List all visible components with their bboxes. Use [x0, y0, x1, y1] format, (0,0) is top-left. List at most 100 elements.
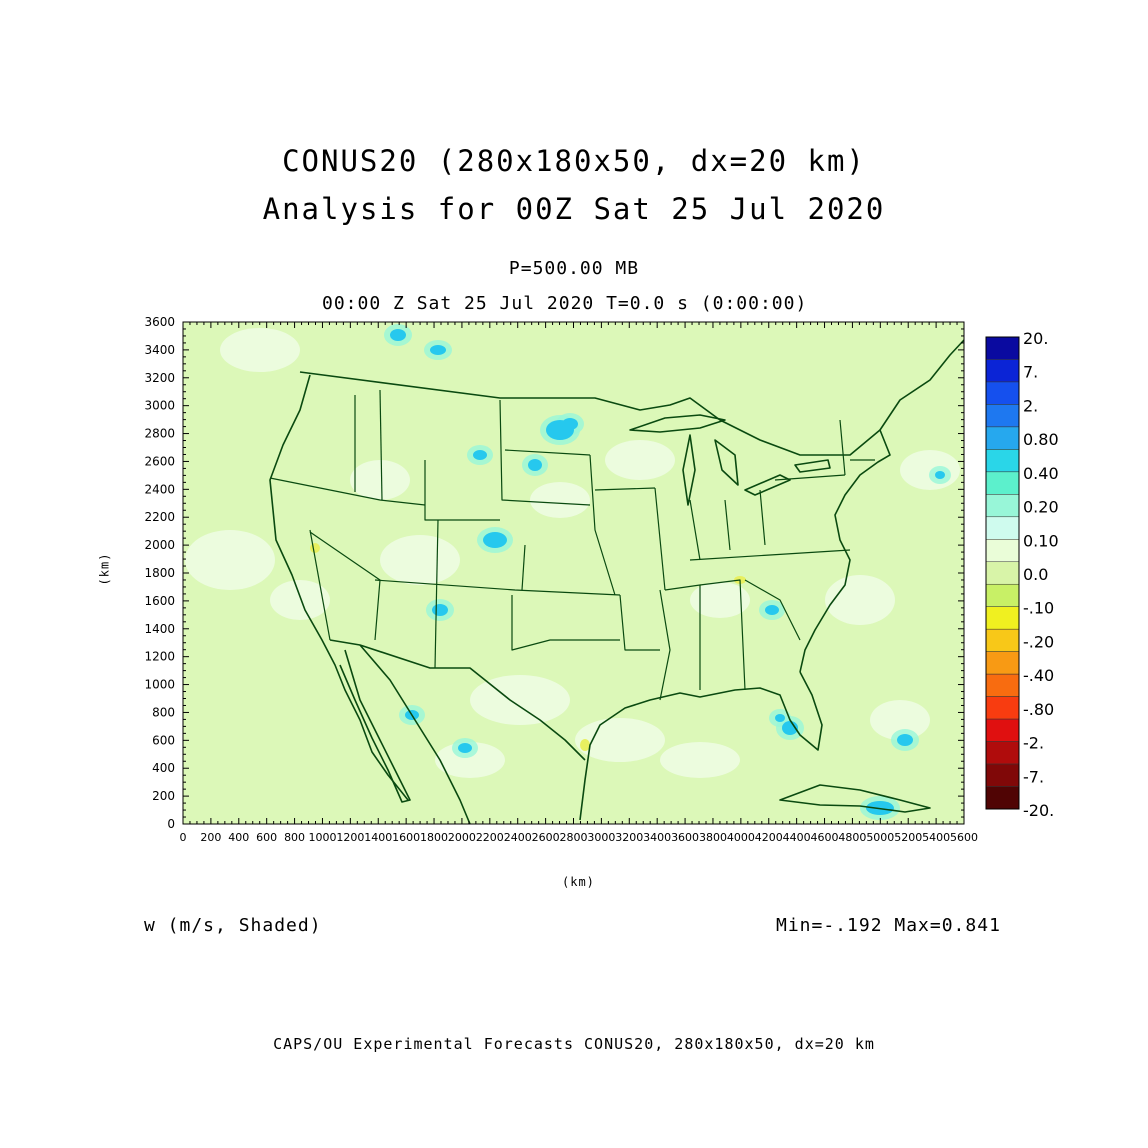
field-label: w (m/s, Shaded) [144, 915, 322, 936]
colorbar-swatch [985, 516, 1020, 540]
lake-huron [714, 439, 739, 486]
x-tick-label: 3200 [615, 831, 643, 844]
x-tick-label: 0 [180, 831, 187, 844]
y-tick-label: 2800 [144, 427, 175, 441]
colorbar-frame [985, 336, 1020, 810]
colorbar-label: 20. [1023, 329, 1048, 348]
valid-time-label: 00:00 Z Sat 25 Jul 2020 T=0.0 s (0:00:00… [322, 293, 808, 314]
colorbar-label: -.80 [1023, 700, 1054, 719]
shaded-cell [470, 675, 570, 725]
shaded-cell [310, 543, 320, 553]
x-axis: 0 200 400 600 800 1000 1200 1400 1600 1800 2000 220… [180, 322, 978, 844]
colorbar-label: 2. [1023, 396, 1038, 415]
cuba-outline [779, 784, 931, 813]
baja-coastline [339, 649, 411, 803]
shaded-cell [270, 580, 330, 620]
colorbar-label: -.40 [1023, 666, 1054, 685]
mexico-coastline [359, 644, 471, 824]
x-tick-label: 5600 [950, 831, 978, 844]
shaded-cell [580, 739, 590, 751]
colorbar-label: -2. [1023, 734, 1044, 753]
colorbar-swatch [985, 606, 1020, 630]
min-max-label: Min=-.192 Max=0.841 [776, 915, 1001, 936]
x-tick-label: 800 [284, 831, 305, 844]
x-tick-label: 2400 [504, 831, 532, 844]
colorbar-label: 7. [1023, 363, 1038, 382]
atlantic-coastline [799, 339, 964, 673]
shaded-cell [220, 328, 300, 372]
colorbar-label: -20. [1023, 801, 1054, 820]
x-tick-label: 3800 [699, 831, 727, 844]
y-tick-label: 2000 [144, 538, 175, 552]
x-tick-label: 2800 [560, 831, 588, 844]
colorbar-label: 0.0 [1023, 565, 1048, 584]
pressure-level-label: P=500.00 MB [508, 258, 640, 279]
x-tick-label: 4200 [755, 831, 783, 844]
colorbar-swatch [985, 741, 1020, 765]
y-tick-label: 400 [152, 761, 175, 775]
x-tick-label: 1200 [336, 831, 364, 844]
y-axis-label: (km) [97, 552, 112, 586]
colorbar-swatch [985, 651, 1020, 675]
x-tick-label: 5400 [922, 831, 950, 844]
shaded-cell [185, 530, 275, 590]
y-tick-label: 1800 [144, 566, 175, 580]
colorbar-label: 0.20 [1023, 498, 1059, 517]
chart-subtitle: Analysis for 00Z Sat 25 Jul 2020 [262, 192, 886, 226]
colorbar-swatch [985, 539, 1020, 563]
colorbar-swatch [985, 404, 1020, 428]
colorbar-swatch [985, 336, 1020, 360]
shaded-cell [380, 535, 460, 585]
mexico-border [329, 639, 586, 761]
y-tick-label: 800 [152, 705, 175, 719]
x-tick-label: 4400 [783, 831, 811, 844]
boundary-lines [269, 339, 964, 824]
shaded-cell [350, 460, 410, 500]
x-tick-label: 4600 [811, 831, 839, 844]
shaded-cell [528, 459, 542, 471]
x-tick-label: 400 [228, 831, 249, 844]
shaded-cell [775, 714, 785, 722]
x-tick-label: 3000 [587, 831, 615, 844]
colorbar-swatch [985, 583, 1020, 607]
x-tick-label: 1000 [308, 831, 336, 844]
shaded-cell [562, 418, 578, 430]
shaded-cell [473, 450, 487, 460]
map-background [183, 322, 964, 824]
colorbar-swatch [985, 628, 1020, 652]
shaded-cell [765, 605, 779, 615]
x-tick-label: 4800 [838, 831, 866, 844]
shaded-cell [900, 450, 960, 490]
colorbar-swatch [985, 449, 1020, 473]
y-tick-label: 200 [152, 789, 175, 803]
x-tick-label: 3400 [643, 831, 671, 844]
shaded-cell [870, 700, 930, 740]
canada-border [299, 371, 881, 456]
shaded-cell [690, 582, 750, 618]
shaded-cell [390, 329, 406, 341]
x-tick-label: 600 [256, 831, 277, 844]
y-tick-label: 3000 [144, 399, 175, 413]
colorbar-swatch [985, 494, 1020, 518]
y-tick-label: 1200 [144, 650, 175, 664]
chart-title: CONUS20 (280x180x50, dx=20 km) [282, 144, 866, 178]
y-tick-label: 1000 [144, 678, 175, 692]
colorbar-label: -7. [1023, 767, 1044, 786]
colorbar-label: -.10 [1023, 599, 1054, 618]
shaded-cell [660, 742, 740, 778]
x-tick-label: 1600 [392, 831, 420, 844]
shaded-cell [483, 532, 507, 548]
colorbar-swatch [985, 381, 1020, 405]
y-tick-label: 1600 [144, 594, 175, 608]
x-tick-label: 1800 [420, 831, 448, 844]
x-tick-label: 5000 [866, 831, 894, 844]
x-tick-label: 200 [200, 831, 221, 844]
y-tick-label: 3400 [144, 343, 175, 357]
x-tick-label: 1400 [364, 831, 392, 844]
y-tick-label: 600 [152, 733, 175, 747]
shaded-cell [605, 440, 675, 480]
colorbar-swatch [985, 718, 1020, 742]
colorbar-label: 0.80 [1023, 430, 1059, 449]
gulf-coastline [579, 671, 823, 821]
